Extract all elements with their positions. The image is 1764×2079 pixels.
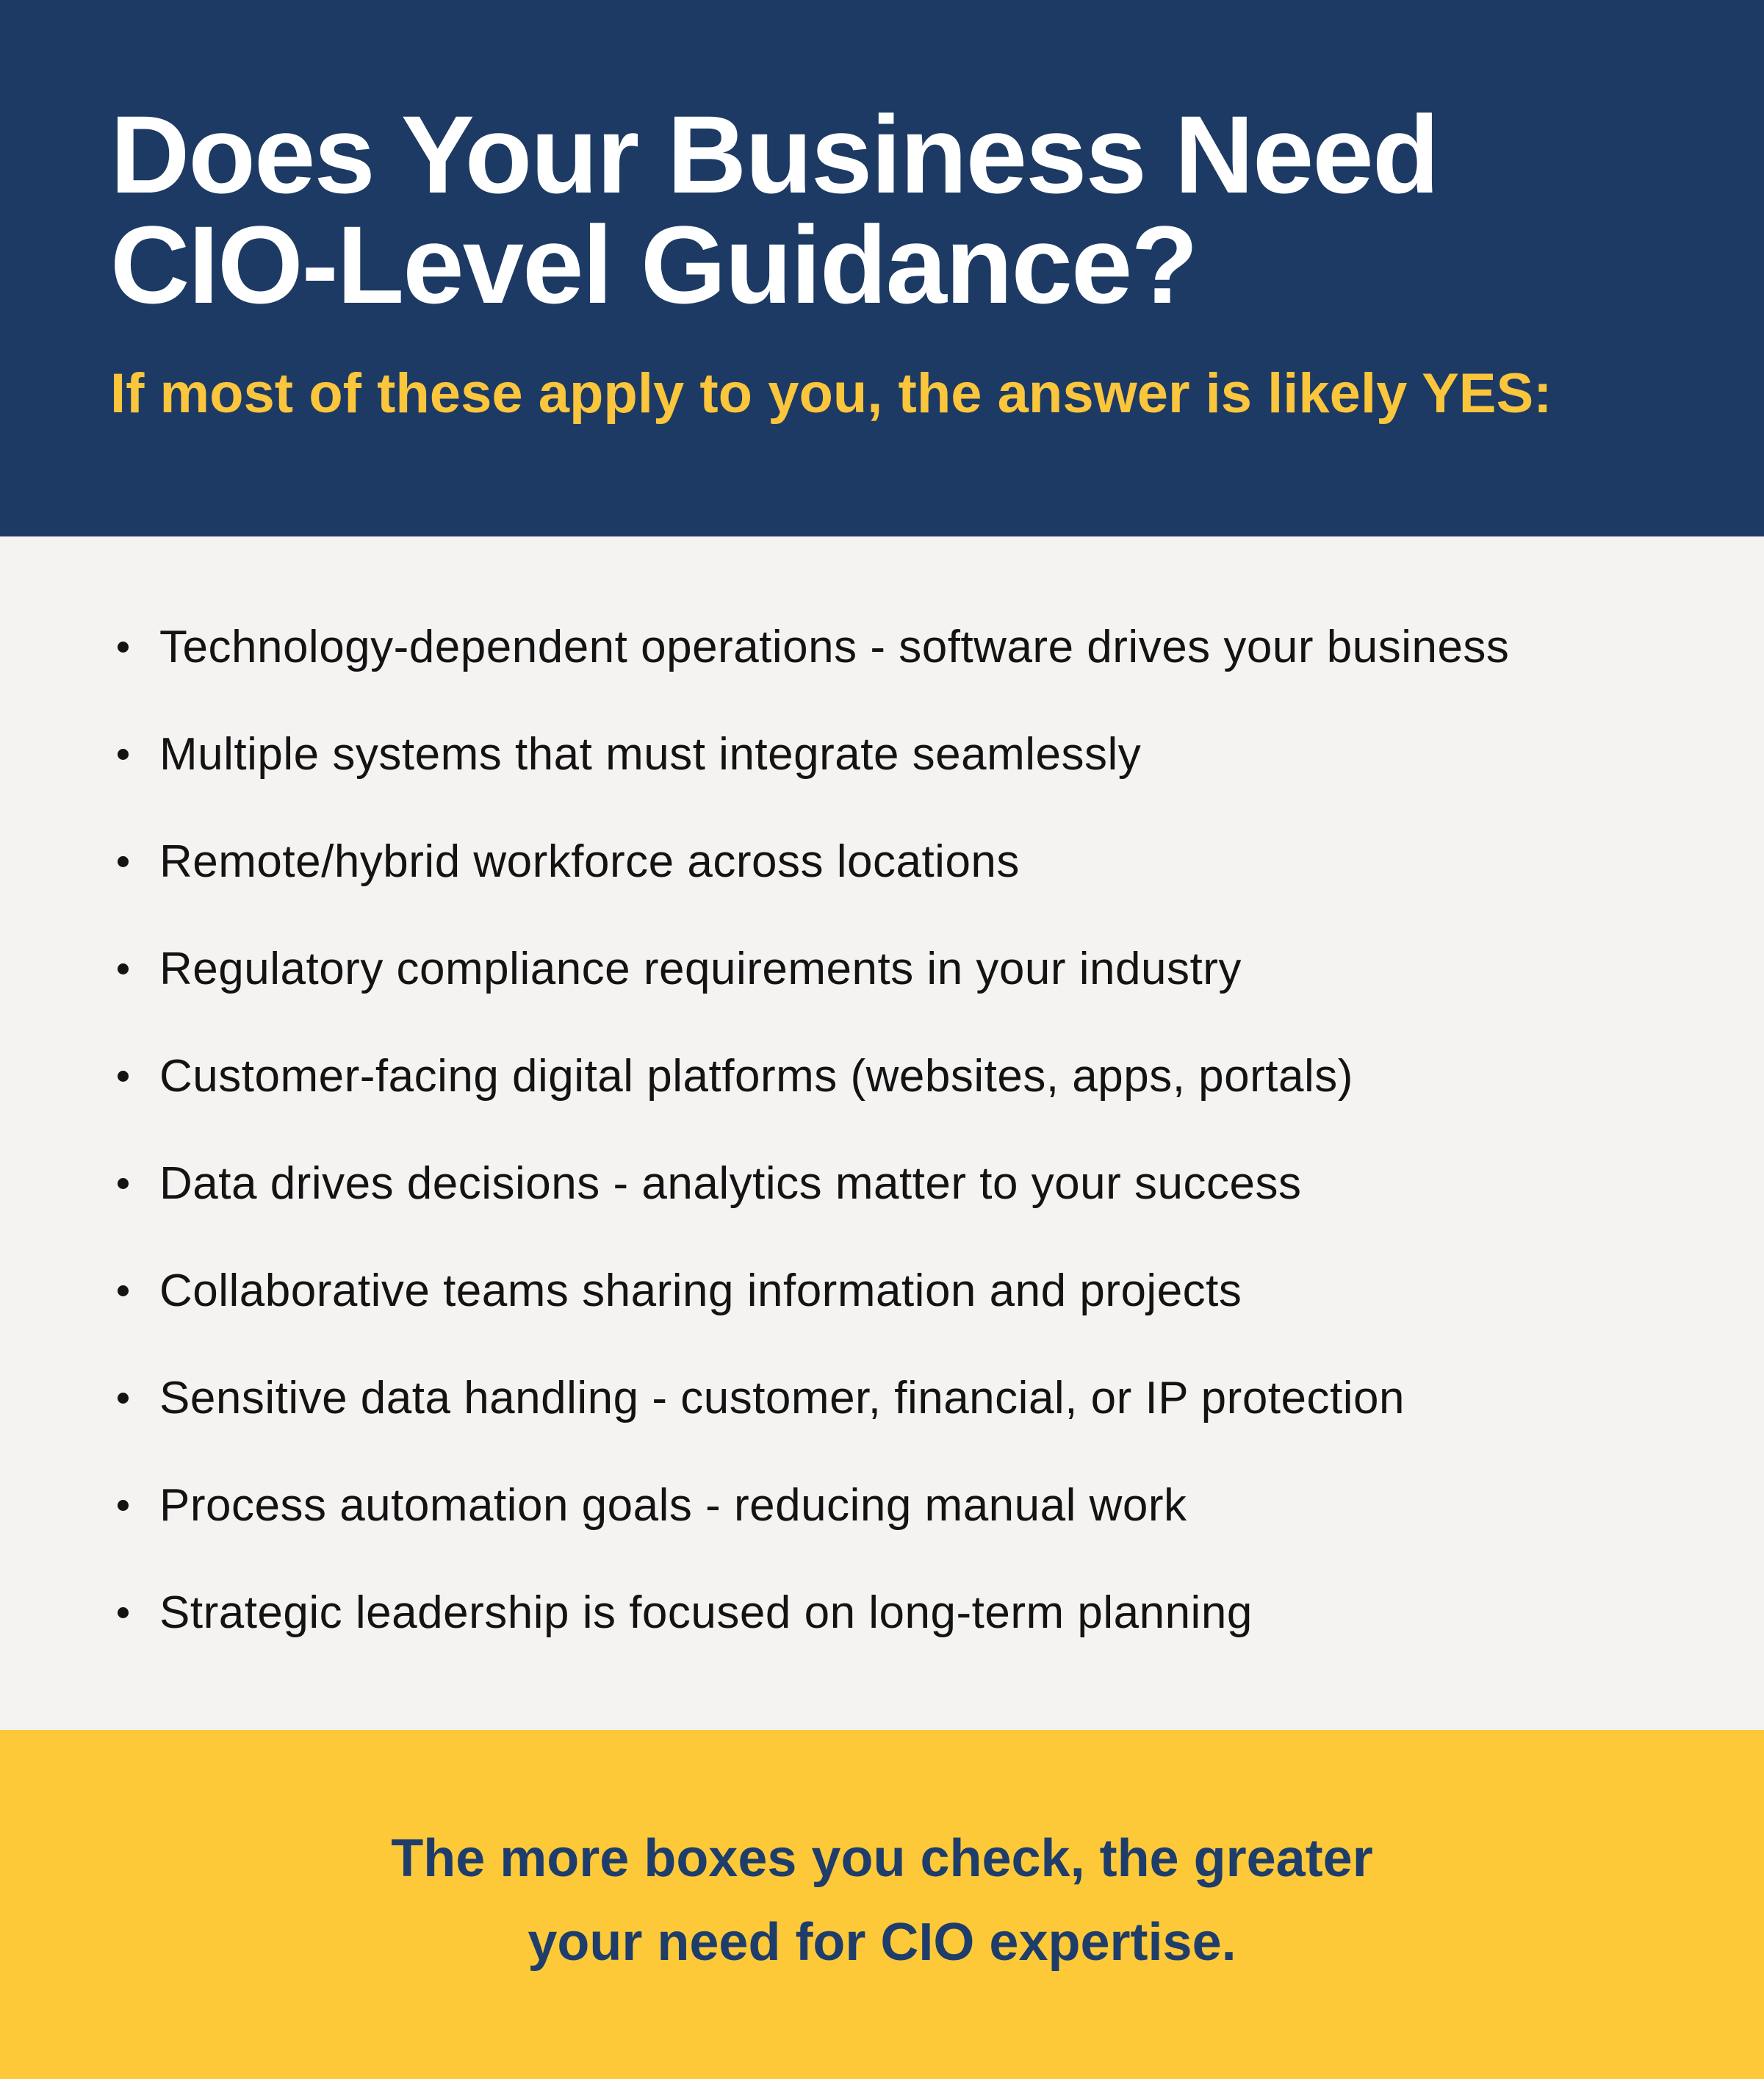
list-item: Multiple systems that must integrate sea…	[110, 732, 1676, 778]
list-item: Strategic leadership is focused on long-…	[110, 1590, 1676, 1636]
page-title: Does Your Business Need CIO-Level Guidan…	[110, 99, 1654, 320]
checklist: Technology-dependent operations - softwa…	[110, 625, 1676, 1636]
header-banner: Does Your Business Need CIO-Level Guidan…	[0, 0, 1764, 536]
list-item: Collaborative teams sharing information …	[110, 1268, 1676, 1314]
list-item: Customer-facing digital platforms (websi…	[110, 1054, 1676, 1099]
list-item: Data drives decisions - analytics matter…	[110, 1161, 1676, 1207]
page-subtitle: If most of these apply to you, the answe…	[110, 362, 1552, 425]
list-item: Process automation goals - reducing manu…	[110, 1483, 1676, 1529]
list-item: Remote/hybrid workforce across locations	[110, 839, 1676, 885]
footer-text-line-1: The more boxes you check, the greater	[391, 1829, 1373, 1888]
checklist-section: Technology-dependent operations - softwa…	[0, 536, 1764, 1730]
list-item: Sensitive data handling - customer, fina…	[110, 1376, 1676, 1421]
footer-banner: The more boxes you check, the greater yo…	[0, 1730, 1764, 2079]
footer-text-line-2: your need for CIO expertise.	[528, 1913, 1236, 1972]
page-title-line-1: Does Your Business Need	[110, 93, 1439, 216]
page-title-line-2: CIO-Level Guidance?	[110, 203, 1198, 326]
list-item: Regulatory compliance requirements in yo…	[110, 947, 1676, 992]
list-item: Technology-dependent operations - softwa…	[110, 625, 1676, 670]
